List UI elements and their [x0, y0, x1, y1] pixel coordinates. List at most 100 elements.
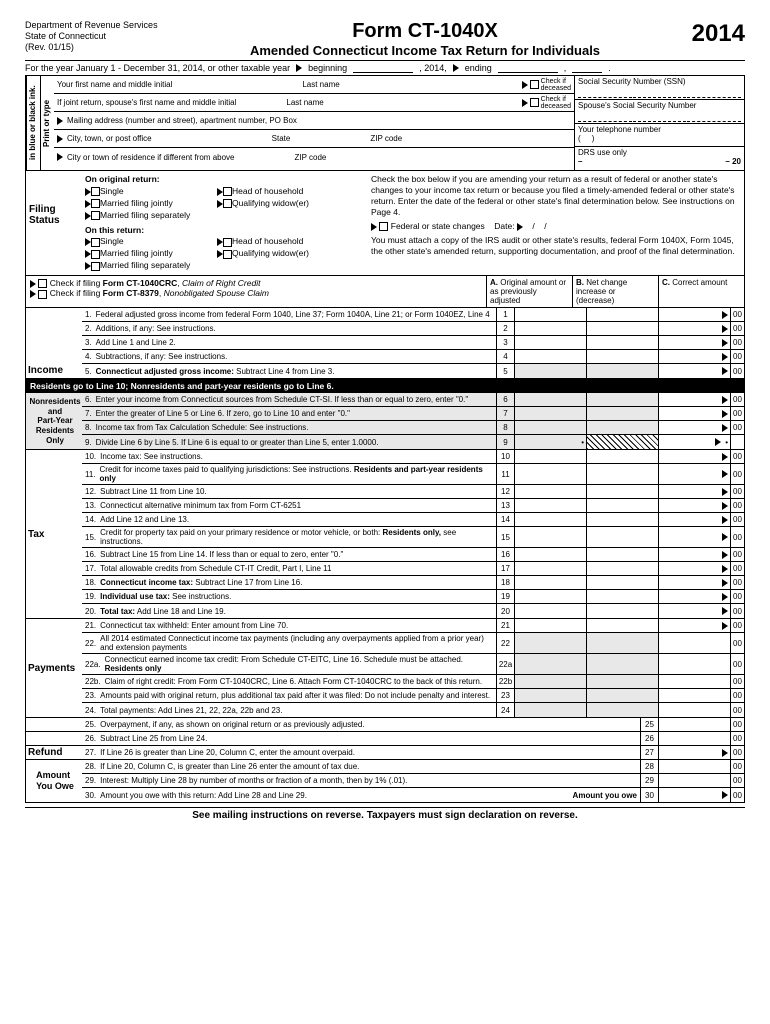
l18-a[interactable]: [514, 576, 586, 589]
spouse-ssn-box[interactable]: Spouse's Social Security Number: [575, 100, 744, 124]
l14-b[interactable]: [586, 513, 658, 526]
l22a-c[interactable]: [658, 654, 730, 674]
l28-c[interactable]: [658, 760, 730, 773]
l16-c[interactable]: [658, 548, 730, 561]
num: 22.: [85, 639, 96, 648]
l15-b[interactable]: [586, 527, 658, 547]
l21-c[interactable]: [658, 619, 730, 632]
crc-checkbox[interactable]: [38, 279, 47, 288]
l12-c[interactable]: [658, 485, 730, 498]
l6-a[interactable]: [514, 393, 586, 406]
l11-a[interactable]: [514, 464, 586, 484]
residence-field[interactable]: City or town of residence if different f…: [54, 148, 574, 166]
l22b-b: [586, 675, 658, 688]
qw-orig-checkbox[interactable]: [223, 199, 232, 208]
l16-b[interactable]: [586, 548, 658, 561]
mfs-orig-checkbox[interactable]: [91, 211, 100, 220]
l6-c[interactable]: [658, 393, 730, 406]
l22-c[interactable]: [658, 633, 730, 653]
l17-b[interactable]: [586, 562, 658, 575]
l26-c[interactable]: [658, 732, 730, 745]
l7-c[interactable]: [658, 407, 730, 420]
l13-b[interactable]: [586, 499, 658, 512]
spouse-deceased-checkbox[interactable]: [530, 98, 539, 107]
l2-c[interactable]: [658, 322, 730, 335]
l27-c[interactable]: [658, 746, 730, 759]
first-name-field[interactable]: Your first name and middle initial Last …: [54, 76, 574, 94]
l18-c[interactable]: [658, 576, 730, 589]
l13-c[interactable]: [658, 499, 730, 512]
l2-b[interactable]: [586, 322, 658, 335]
fed-state-checkbox[interactable]: [379, 222, 388, 231]
beginning-input[interactable]: [353, 63, 413, 73]
triangle-icon: [296, 64, 302, 72]
l11-c[interactable]: [658, 464, 730, 484]
line4-desc: Subtractions, if any: See instructions.: [96, 352, 228, 361]
l19-a[interactable]: [514, 590, 586, 603]
l3-a[interactable]: [514, 336, 586, 349]
l5-c[interactable]: [658, 364, 730, 378]
l18-b[interactable]: [586, 576, 658, 589]
l29-c[interactable]: [658, 774, 730, 787]
qw-this-checkbox[interactable]: [223, 250, 232, 259]
l3-b[interactable]: [586, 336, 658, 349]
l12-b[interactable]: [586, 485, 658, 498]
l20-c[interactable]: [658, 604, 730, 618]
l12-a[interactable]: [514, 485, 586, 498]
line11-desc: Credit for income taxes paid to qualifyi…: [100, 465, 493, 483]
line14-desc: Add Line 12 and Line 13.: [100, 515, 189, 524]
l1-c[interactable]: [658, 308, 730, 321]
deceased-checkbox[interactable]: [530, 80, 539, 89]
l19-c[interactable]: [658, 590, 730, 603]
mailing-field[interactable]: Mailing address (number and street), apa…: [54, 112, 574, 130]
l20-b[interactable]: [586, 604, 658, 618]
l23-c[interactable]: [658, 689, 730, 702]
hoh-orig-checkbox[interactable]: [223, 187, 232, 196]
city-field[interactable]: City, town, or post office State ZIP cod…: [54, 130, 574, 148]
l6-b[interactable]: [586, 393, 658, 406]
ct8379-checkbox[interactable]: [38, 290, 47, 299]
l21-a[interactable]: [514, 619, 586, 632]
l14-c[interactable]: [658, 513, 730, 526]
num: 11.: [85, 470, 96, 479]
mfj-orig-checkbox[interactable]: [91, 199, 100, 208]
l9-a[interactable]: •: [514, 435, 586, 449]
l4-c[interactable]: [658, 350, 730, 363]
l10-b[interactable]: [586, 450, 658, 463]
l13-a[interactable]: [514, 499, 586, 512]
l2-a[interactable]: [514, 322, 586, 335]
mfj-this-checkbox[interactable]: [91, 250, 100, 259]
l17-a[interactable]: [514, 562, 586, 575]
l4-a[interactable]: [514, 350, 586, 363]
l25-c[interactable]: [658, 718, 730, 731]
l15-a[interactable]: [514, 527, 586, 547]
l16-a[interactable]: [514, 548, 586, 561]
l24-c[interactable]: [658, 703, 730, 717]
ssn-box[interactable]: Social Security Number (SSN): [575, 76, 744, 100]
spouse-name-field[interactable]: If joint return, spouse's first name and…: [54, 94, 574, 112]
ending-year-input[interactable]: [572, 63, 602, 73]
l21-b[interactable]: [586, 619, 658, 632]
l30-c[interactable]: [658, 788, 730, 802]
l10-c[interactable]: [658, 450, 730, 463]
l17-c[interactable]: [658, 562, 730, 575]
l1-a[interactable]: [514, 308, 586, 321]
single-orig-checkbox[interactable]: [91, 187, 100, 196]
l14-a[interactable]: [514, 513, 586, 526]
l22b-c[interactable]: [658, 675, 730, 688]
l11-b[interactable]: [586, 464, 658, 484]
l20-a[interactable]: [514, 604, 586, 618]
mfs-this-checkbox[interactable]: [91, 262, 100, 271]
l3-c[interactable]: [658, 336, 730, 349]
l4-b[interactable]: [586, 350, 658, 363]
l1-b[interactable]: [586, 308, 658, 321]
l19-b[interactable]: [586, 590, 658, 603]
l8-c[interactable]: [658, 421, 730, 434]
l9-c[interactable]: •: [658, 435, 730, 449]
l15-c[interactable]: [658, 527, 730, 547]
single-this-checkbox[interactable]: [91, 238, 100, 247]
hoh-this-checkbox[interactable]: [223, 238, 232, 247]
l10-a[interactable]: [514, 450, 586, 463]
ending-input[interactable]: [498, 63, 558, 73]
phone-box[interactable]: Your telephone number( ): [575, 124, 744, 147]
